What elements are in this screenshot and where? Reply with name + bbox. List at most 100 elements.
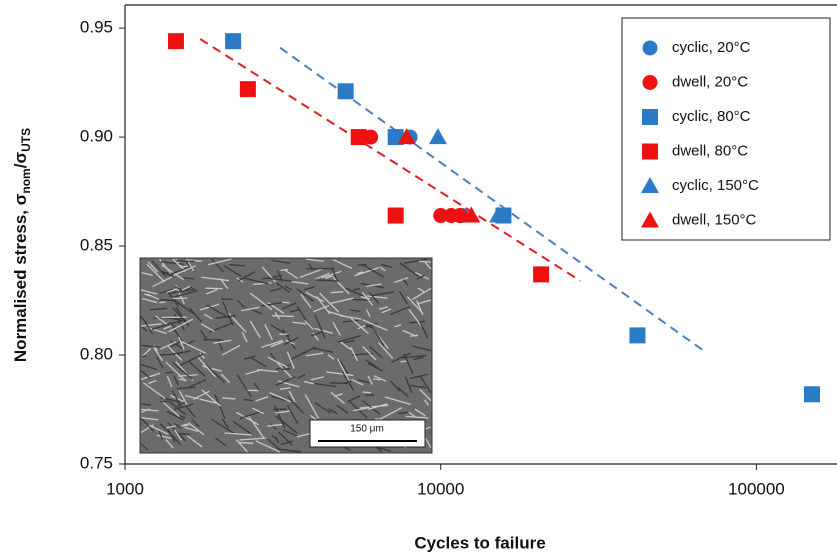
marker [363, 129, 379, 145]
inset-lath [377, 407, 403, 422]
inset-lath [174, 265, 197, 276]
inset-lath [180, 340, 207, 354]
inset-lath [237, 299, 246, 309]
inset-lath [182, 424, 190, 427]
inset-lath [271, 435, 278, 440]
inset-lath [330, 297, 354, 304]
inset-lath [275, 415, 298, 434]
inset-lath [184, 395, 199, 400]
inset-lath [140, 443, 149, 451]
inset-lath [170, 394, 188, 404]
inset-lath [381, 308, 392, 314]
inset-lath [275, 376, 296, 386]
inset-lath [173, 403, 194, 411]
inset-lath [275, 364, 291, 371]
inset-lath [282, 328, 296, 350]
inset-lath [161, 400, 181, 418]
marker [452, 208, 468, 224]
inset-lath [220, 373, 231, 384]
inset-lath [251, 308, 262, 315]
inset-lath [277, 380, 300, 388]
inset-lath [417, 287, 425, 293]
inset-texture [140, 258, 432, 453]
inset-lath [321, 270, 342, 279]
inset-lath [331, 268, 338, 281]
inset-lath [174, 429, 182, 441]
inset-lath [183, 276, 195, 280]
inset-lath [305, 258, 324, 262]
inset-lath [412, 287, 432, 300]
inset-lath [229, 263, 246, 267]
inset-lath [330, 291, 344, 294]
inset-lath [369, 346, 383, 359]
inset-lath [200, 329, 208, 341]
inset-lath [140, 370, 151, 379]
inset-lath [270, 395, 288, 402]
inset-lath [235, 411, 260, 426]
inset-lath [409, 373, 428, 380]
inset-lath [215, 437, 227, 447]
legend-marker [642, 75, 658, 90]
inset-lath [188, 361, 206, 377]
inset-lath [276, 270, 283, 282]
inset-lath [180, 423, 188, 427]
inset-lath [264, 323, 273, 341]
inset-lath [140, 403, 152, 406]
inset-lath [167, 266, 191, 277]
inset-lath [182, 265, 189, 268]
inset-lath [314, 279, 340, 282]
inset-lath [201, 276, 229, 282]
legend-marker [642, 143, 658, 160]
inset-lath [143, 382, 166, 400]
inset-lath [362, 264, 384, 278]
inset-lath [408, 308, 423, 328]
inset-lath [325, 275, 333, 280]
inset-lath [178, 390, 188, 406]
inset-lath [358, 379, 370, 384]
inset-lath [368, 292, 380, 304]
inset-lath [279, 387, 291, 390]
inset-lath [416, 300, 424, 316]
inset-lath [186, 260, 195, 272]
inset-lath [304, 319, 314, 331]
inset-lath [292, 321, 307, 325]
inset-lath [241, 306, 260, 312]
inset-lath [140, 417, 159, 421]
inset-lath [368, 403, 388, 410]
inset-lath [151, 260, 167, 277]
inset-lath [156, 356, 164, 369]
inset-lath [319, 292, 340, 313]
inset-lath [252, 282, 272, 286]
inset-lath [275, 361, 294, 380]
inset-lath [394, 277, 409, 283]
inset-lath [188, 307, 203, 323]
inset-lath [144, 321, 154, 335]
inset-lath [408, 411, 417, 418]
inset-lath [172, 298, 195, 315]
legend-box [621, 17, 831, 241]
inset-lath [160, 261, 184, 265]
inset-lath [224, 432, 253, 436]
inset-lath [419, 389, 432, 402]
inset-lath [305, 291, 324, 302]
legend-marker [641, 177, 659, 193]
legend-label: dwell, 150°C [672, 211, 757, 228]
inset-lath [271, 259, 291, 264]
inset-lath [371, 325, 385, 347]
inset-lath [178, 337, 185, 351]
inset-lath [284, 269, 298, 280]
y-tick-label: 0.95 [80, 18, 113, 37]
inset-lath [241, 332, 248, 343]
legend-marker [642, 109, 658, 125]
inset-lath [379, 266, 386, 272]
inset-lath [269, 287, 281, 292]
inset-lath [314, 314, 326, 339]
inset-lath [166, 410, 184, 421]
inset-lath [200, 323, 215, 332]
y-axis-title-part: nom [19, 168, 33, 193]
inset-lath [249, 320, 261, 339]
inset-lath [160, 264, 184, 281]
marker [387, 207, 404, 224]
legend-label: cyclic, 20°C [672, 39, 751, 56]
inset-lath [381, 263, 393, 268]
